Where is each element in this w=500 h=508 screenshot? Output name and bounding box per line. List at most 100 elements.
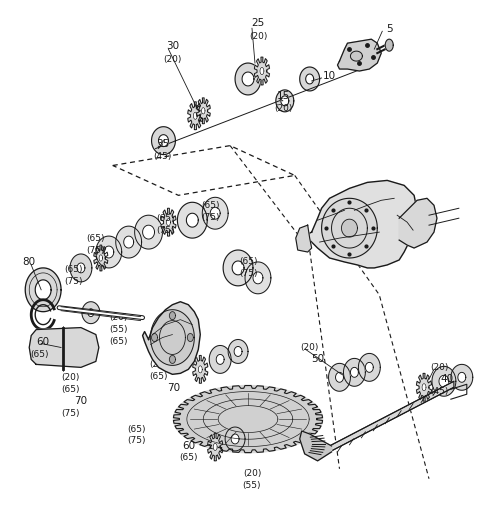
Text: 25: 25 bbox=[252, 18, 264, 28]
Polygon shape bbox=[188, 102, 203, 130]
Polygon shape bbox=[29, 328, 99, 367]
Polygon shape bbox=[150, 310, 194, 365]
Polygon shape bbox=[328, 363, 350, 391]
Polygon shape bbox=[161, 208, 176, 236]
Polygon shape bbox=[82, 302, 100, 324]
Text: (20): (20) bbox=[249, 31, 267, 41]
Text: (65): (65) bbox=[64, 265, 83, 274]
Polygon shape bbox=[342, 219, 357, 237]
Polygon shape bbox=[196, 98, 210, 124]
Text: (20): (20) bbox=[300, 343, 319, 352]
Text: (65): (65) bbox=[86, 234, 105, 243]
Polygon shape bbox=[300, 431, 332, 461]
Polygon shape bbox=[134, 215, 162, 249]
Polygon shape bbox=[216, 355, 224, 364]
Polygon shape bbox=[35, 280, 51, 300]
Polygon shape bbox=[152, 334, 158, 341]
Polygon shape bbox=[70, 254, 92, 282]
Text: (55): (55) bbox=[242, 481, 261, 490]
Polygon shape bbox=[242, 72, 254, 86]
Text: (65): (65) bbox=[150, 372, 168, 381]
Text: (65): (65) bbox=[128, 425, 146, 433]
Polygon shape bbox=[104, 246, 114, 258]
Polygon shape bbox=[235, 63, 261, 95]
Polygon shape bbox=[416, 373, 432, 401]
Text: (55): (55) bbox=[177, 339, 196, 348]
Polygon shape bbox=[77, 263, 85, 273]
Polygon shape bbox=[178, 202, 207, 238]
Polygon shape bbox=[198, 366, 202, 373]
Polygon shape bbox=[174, 386, 322, 453]
Text: (75): (75) bbox=[61, 408, 80, 418]
Text: (75): (75) bbox=[201, 213, 220, 221]
Text: (20): (20) bbox=[163, 54, 182, 64]
Text: (65): (65) bbox=[239, 258, 258, 267]
Text: (65): (65) bbox=[30, 350, 48, 359]
Text: 70: 70 bbox=[74, 396, 88, 406]
Polygon shape bbox=[254, 57, 270, 85]
Polygon shape bbox=[116, 226, 141, 258]
Polygon shape bbox=[350, 51, 362, 61]
Polygon shape bbox=[94, 245, 108, 271]
Polygon shape bbox=[276, 90, 294, 112]
Polygon shape bbox=[344, 359, 365, 386]
Text: (20): (20) bbox=[430, 363, 448, 372]
Text: (65): (65) bbox=[201, 201, 220, 210]
Polygon shape bbox=[422, 384, 426, 391]
Polygon shape bbox=[202, 197, 228, 229]
Polygon shape bbox=[99, 255, 102, 261]
Polygon shape bbox=[202, 108, 205, 114]
Polygon shape bbox=[223, 250, 253, 286]
Polygon shape bbox=[399, 198, 437, 248]
Text: 50: 50 bbox=[311, 355, 324, 364]
Polygon shape bbox=[96, 236, 122, 268]
Text: (75): (75) bbox=[86, 245, 105, 255]
Text: (45): (45) bbox=[430, 387, 448, 396]
Text: (20): (20) bbox=[150, 360, 168, 369]
Text: (75): (75) bbox=[239, 269, 258, 278]
Polygon shape bbox=[232, 261, 244, 275]
Polygon shape bbox=[245, 262, 271, 294]
Polygon shape bbox=[330, 382, 454, 452]
Polygon shape bbox=[439, 375, 449, 387]
Text: (55): (55) bbox=[110, 325, 128, 334]
Polygon shape bbox=[170, 356, 175, 363]
Text: 30: 30 bbox=[166, 41, 179, 51]
Polygon shape bbox=[385, 39, 393, 51]
Polygon shape bbox=[166, 218, 170, 226]
Text: (65): (65) bbox=[110, 337, 128, 346]
Polygon shape bbox=[228, 339, 248, 363]
Polygon shape bbox=[208, 433, 222, 461]
Text: (20): (20) bbox=[177, 327, 196, 336]
Text: (20): (20) bbox=[110, 313, 128, 322]
Text: 10: 10 bbox=[323, 71, 336, 81]
Polygon shape bbox=[188, 334, 194, 341]
Polygon shape bbox=[451, 364, 473, 390]
Polygon shape bbox=[306, 74, 314, 84]
Polygon shape bbox=[308, 180, 417, 268]
Polygon shape bbox=[142, 302, 201, 374]
Polygon shape bbox=[213, 443, 217, 451]
Text: (20): (20) bbox=[274, 104, 293, 113]
Text: (20): (20) bbox=[61, 373, 79, 382]
Polygon shape bbox=[281, 96, 289, 106]
Polygon shape bbox=[194, 112, 198, 119]
Polygon shape bbox=[260, 68, 264, 75]
Polygon shape bbox=[192, 356, 208, 383]
Polygon shape bbox=[253, 272, 263, 284]
Text: (75): (75) bbox=[64, 277, 83, 287]
Text: (65): (65) bbox=[179, 453, 198, 462]
Polygon shape bbox=[231, 434, 239, 444]
Polygon shape bbox=[88, 309, 94, 316]
Text: (65): (65) bbox=[156, 214, 174, 223]
Polygon shape bbox=[366, 362, 374, 372]
Text: (20): (20) bbox=[243, 469, 261, 478]
Text: 35: 35 bbox=[156, 139, 169, 149]
Polygon shape bbox=[186, 213, 198, 227]
Polygon shape bbox=[336, 372, 344, 383]
Polygon shape bbox=[432, 366, 456, 396]
Polygon shape bbox=[158, 135, 168, 147]
Polygon shape bbox=[210, 207, 220, 219]
Polygon shape bbox=[170, 312, 175, 320]
Polygon shape bbox=[174, 386, 322, 453]
